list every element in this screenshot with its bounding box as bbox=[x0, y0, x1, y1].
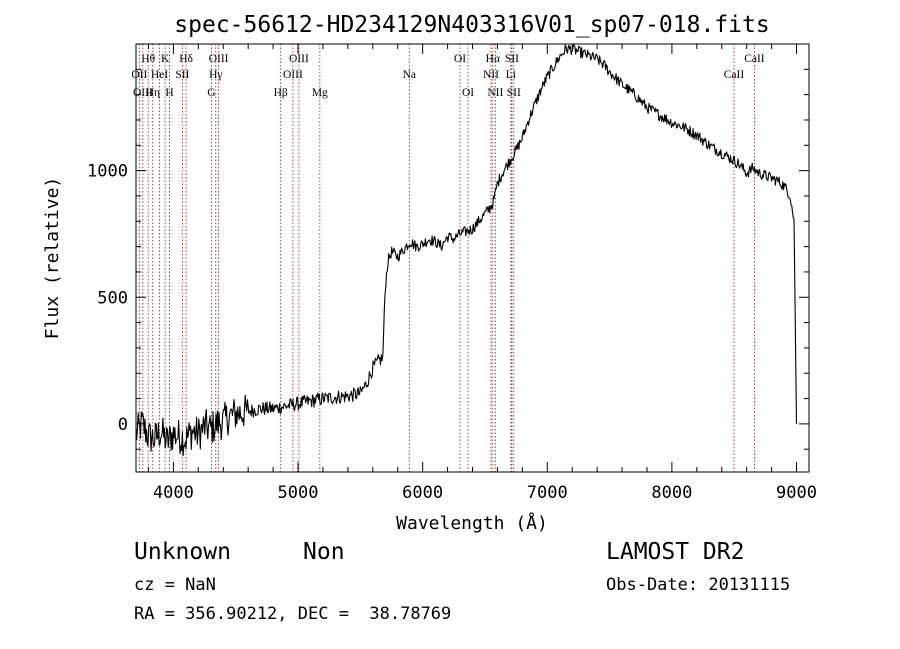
spectral-line-label: K bbox=[161, 53, 170, 65]
y-axis-label: Flux (relative) bbox=[42, 177, 63, 340]
spectral-line-label: Hγ bbox=[209, 69, 222, 81]
spectral-line-label: HeI bbox=[151, 69, 168, 81]
spectral-line-label: SII bbox=[175, 69, 189, 81]
x-tick-label: 7000 bbox=[527, 483, 568, 503]
coords-label: RA = 356.90212, DEC = 38.78769 bbox=[134, 604, 451, 624]
spectral-line-label: OIII bbox=[133, 87, 153, 99]
x-tick-label: 6000 bbox=[402, 483, 443, 503]
spectral-line-labels: Hθ OII OIII K HeI Hη H Hδ SII OIII Hγ G OIII OIII Hβ Mg… bbox=[131, 53, 764, 99]
spectral-line-label: SII bbox=[507, 87, 521, 99]
spectral-line-label: NII bbox=[483, 69, 499, 81]
object-class-label: Unknown bbox=[134, 539, 231, 565]
spectral-line-label: Hα bbox=[486, 53, 500, 65]
survey-label: LAMOST DR2 bbox=[606, 539, 744, 565]
spectral-line-label: OIII bbox=[289, 53, 309, 65]
spectral-line-label: CaII bbox=[744, 53, 765, 65]
y-tick-label: 500 bbox=[97, 288, 128, 308]
spectral-line-label: OIII bbox=[209, 53, 229, 65]
spectral-line-label: G bbox=[207, 87, 215, 99]
subclass-label: Non bbox=[303, 539, 345, 565]
spectral-line-label: Li bbox=[506, 69, 516, 81]
x-axis: 4000 5000 6000 7000 8000 9000 bbox=[147, 44, 817, 503]
spectral-line-label: Hβ bbox=[274, 87, 288, 99]
spectral-line-label: CaII bbox=[724, 69, 745, 81]
spectral-line-label: Na bbox=[403, 69, 416, 81]
spectral-line-label: OI bbox=[462, 87, 474, 99]
x-tick-label: 8000 bbox=[651, 483, 692, 503]
spectral-line-label: Hθ bbox=[141, 53, 155, 65]
spectral-line-markers bbox=[138, 44, 755, 472]
x-tick-label: 5000 bbox=[278, 483, 319, 503]
spectral-line-label: SII bbox=[505, 53, 519, 65]
y-tick-label: 0 bbox=[118, 415, 128, 435]
spectral-line-label: OIII bbox=[283, 69, 303, 81]
spectral-line-label: NII bbox=[487, 87, 503, 99]
spectral-line-label: H bbox=[165, 87, 173, 99]
x-tick-label: 9000 bbox=[776, 483, 817, 503]
spectral-line-label: OI bbox=[454, 53, 466, 65]
y-tick-label: 1000 bbox=[87, 162, 128, 182]
spectral-line-label: Hδ bbox=[179, 53, 193, 65]
x-axis-label: Wavelength (Å) bbox=[396, 512, 548, 534]
x-tick-label: 4000 bbox=[153, 483, 194, 503]
spectral-line-label: Hη bbox=[146, 87, 160, 99]
cz-label: cz = NaN bbox=[134, 575, 216, 595]
spectral-line-label: Mg bbox=[312, 87, 328, 99]
chart-title: spec-56612-HD234129N403316V01_sp07-018.f… bbox=[174, 12, 769, 38]
obs-date-label: Obs-Date: 20131115 bbox=[606, 575, 790, 595]
spectral-line-label: OII bbox=[131, 69, 147, 81]
y-axis: 0 500 1000 bbox=[87, 68, 809, 450]
plot-frame bbox=[135, 43, 810, 473]
spectrum-series-line bbox=[135, 43, 798, 457]
